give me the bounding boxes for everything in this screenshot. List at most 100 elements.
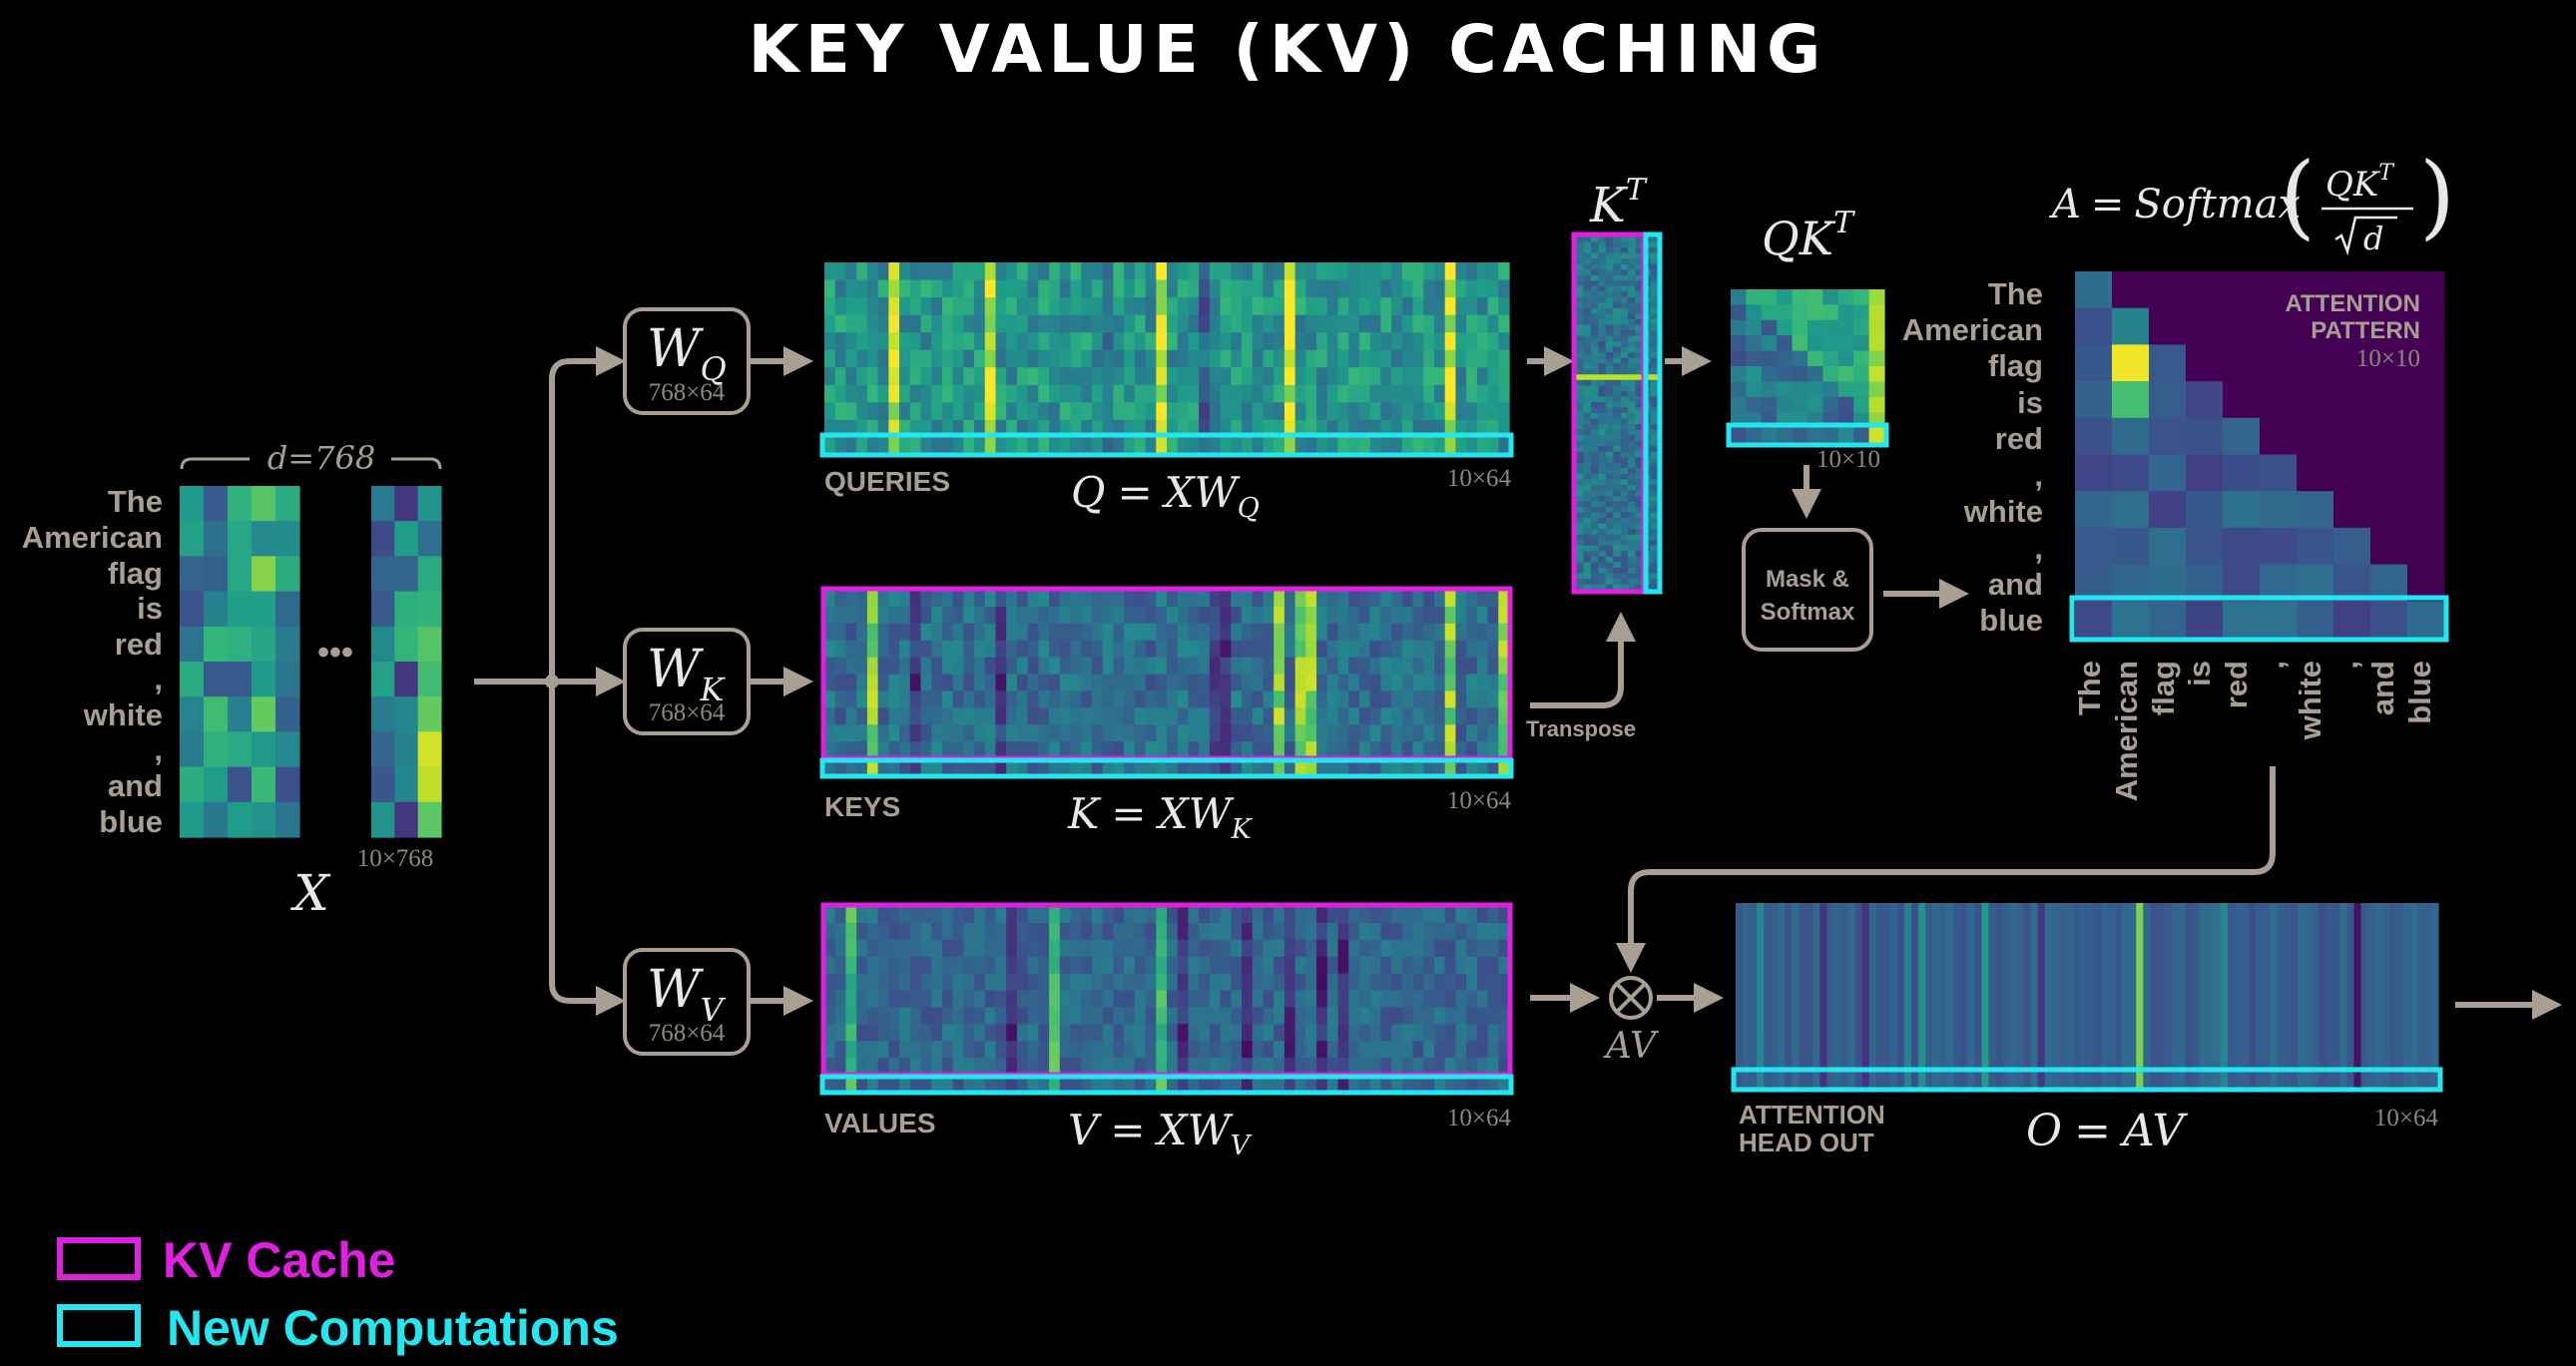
- heatmap-cell: [1124, 384, 1136, 403]
- heatmap-cell: [1134, 939, 1147, 958]
- heatmap-cell: [845, 906, 857, 924]
- heatmap-cell: [1070, 367, 1082, 386]
- heatmap-cell: [1113, 279, 1125, 298]
- heatmap-cell: [1294, 262, 1306, 281]
- heatmap-cell: [1853, 427, 1870, 444]
- heatmap-cell: [920, 657, 932, 676]
- heatmap-cell: [1380, 349, 1392, 368]
- heatmap-cell: [1635, 440, 1644, 447]
- heatmap-cell: [1337, 640, 1349, 659]
- heatmap-cell: [1455, 724, 1467, 742]
- heatmap-cell: [1134, 922, 1147, 941]
- heatmap-cell: [899, 707, 911, 725]
- heatmap-cell: [1487, 623, 1499, 642]
- heatmap-cell: [909, 367, 922, 386]
- heatmap-cell: [1423, 623, 1435, 642]
- heatmap-cell: [2087, 903, 2095, 1089]
- heatmap-cell: [1590, 567, 1599, 575]
- heatmap-cell: [1620, 451, 1629, 458]
- heatmap-cell: [1455, 297, 1467, 316]
- heatmap-cell: [963, 419, 975, 439]
- heatmap-cell: [1401, 724, 1414, 742]
- heatmap-cell: [888, 367, 900, 386]
- heatmap-cell: [877, 657, 889, 676]
- heatmap-cell: [1650, 341, 1659, 348]
- heatmap-cell: [1231, 314, 1243, 333]
- heatmap-cell: [963, 623, 975, 642]
- heatmap-cell: [1380, 437, 1392, 456]
- heatmap-cell: [1167, 437, 1179, 456]
- heatmap-cell: [2284, 903, 2292, 1089]
- token-label: ,: [2329, 661, 2364, 670]
- heatmap-cell: [2381, 903, 2390, 1089]
- heatmap-cell: [1016, 1024, 1029, 1042]
- qkt-new-row-highlight: [1726, 422, 1889, 448]
- heatmap-cell: [1177, 419, 1190, 439]
- heatmap-cell: [1635, 346, 1644, 353]
- heatmap-cell: [1590, 247, 1599, 254]
- heatmap-cell: [1476, 262, 1489, 281]
- heatmap-cell: [2213, 903, 2222, 1089]
- heatmap-cell: [1348, 674, 1360, 692]
- heatmap-cell: [1583, 335, 1592, 342]
- heatmap-cell: [2136, 903, 2144, 1089]
- heatmap-cell: [834, 384, 847, 403]
- heatmap-cell: [1091, 590, 1104, 608]
- heatmap-cell: [2370, 527, 2408, 566]
- heatmap-cell: [1412, 956, 1424, 975]
- heatmap-cell: [1049, 437, 1061, 456]
- heatmap-cell: [1242, 939, 1254, 958]
- heatmap-cell: [1444, 758, 1457, 776]
- heatmap-cell: [1598, 457, 1607, 464]
- heatmap-cell: [877, 724, 889, 742]
- heatmap-cell: [1590, 379, 1599, 386]
- heatmap-cell: [1102, 419, 1115, 439]
- heatmap-cell: [1252, 939, 1265, 958]
- heatmap-cell: [1583, 540, 1592, 547]
- heatmap-cell: [1091, 384, 1104, 403]
- heatmap-cell: [1016, 1075, 1029, 1093]
- heatmap-cell: [1102, 758, 1115, 776]
- heatmap-cell: [1242, 690, 1254, 708]
- heatmap-cell: [1635, 247, 1644, 254]
- heatmap-cell: [1822, 350, 1839, 367]
- heatmap-cell: [1620, 263, 1629, 270]
- heatmap-cell: [974, 297, 986, 316]
- heatmap-cell: [1498, 758, 1510, 776]
- heatmap-cell: [974, 332, 986, 351]
- heatmap-cell: [1412, 690, 1424, 708]
- heatmap-cell: [995, 349, 1007, 368]
- heatmap-cell: [1091, 758, 1104, 776]
- heatmap-cell: [1049, 657, 1061, 676]
- heatmap-cell: [1081, 707, 1093, 725]
- heatmap-cell: [1113, 590, 1125, 608]
- heatmap-cell: [1124, 332, 1136, 351]
- heatmap-cell: [1605, 573, 1614, 580]
- heatmap-cell: [1605, 540, 1614, 547]
- heatmap-cell: [1145, 297, 1157, 316]
- heatmap-cell: [1263, 1075, 1275, 1093]
- av-label: AV: [1603, 1026, 1660, 1067]
- heatmap-cell: [1059, 741, 1072, 759]
- heatmap-cell: [1761, 304, 1778, 321]
- heatmap-cell: [1049, 623, 1061, 642]
- heatmap-cell: [1583, 567, 1592, 575]
- heatmap-cell: [2143, 903, 2151, 1089]
- heatmap-cell: [1444, 419, 1457, 439]
- heatmap-cell: [1650, 302, 1659, 309]
- heatmap-cell: [1016, 906, 1029, 924]
- heatmap-cell: [941, 590, 954, 608]
- heatmap-cell: [1605, 462, 1614, 469]
- heatmap-cell: [1091, 674, 1104, 692]
- heatmap-cell: [995, 606, 1007, 625]
- heatmap-cell: [1598, 484, 1607, 492]
- heatmap-cell: [1613, 335, 1622, 342]
- values-dims: 10×64: [1447, 1105, 1512, 1132]
- heatmap-cell: [2223, 271, 2261, 309]
- heatmap-cell: [1650, 468, 1659, 475]
- heatmap-cell: [1134, 724, 1147, 742]
- heatmap-cell: [1188, 1075, 1200, 1093]
- heatmap-cell: [1070, 707, 1082, 725]
- heatmap-cell: [1242, 1058, 1254, 1076]
- heatmap-cell: [941, 1024, 954, 1042]
